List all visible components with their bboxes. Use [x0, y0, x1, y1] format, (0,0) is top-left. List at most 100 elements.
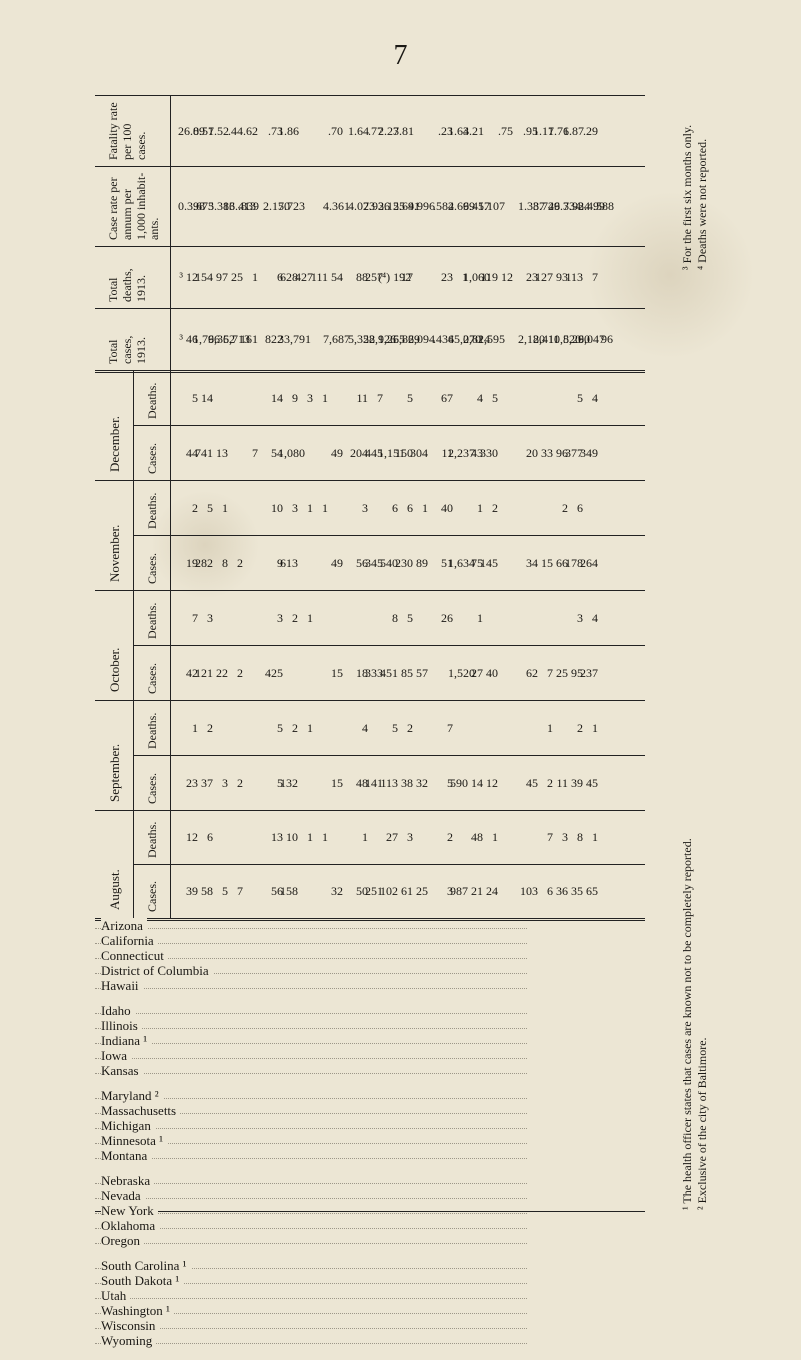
row-leaders	[95, 1158, 527, 1159]
state-label: Minnesota ¹	[101, 1133, 167, 1149]
data-cell: .29	[578, 124, 598, 139]
sub-header-deaths: Deaths.	[145, 493, 160, 529]
data-cell: 4	[578, 611, 598, 626]
sub-header-deaths: Deaths.	[145, 383, 160, 419]
state-label: Oregon	[101, 1233, 144, 1249]
state-label: Connecticut	[101, 948, 168, 964]
state-label: Iowa	[101, 1048, 131, 1064]
state-rows-area: ArizonaCaliforniaConnecticutDistrict of …	[95, 918, 645, 1211]
data-cell: 145	[478, 556, 498, 571]
row-leaders	[95, 1343, 527, 1344]
data-cell: 1	[308, 830, 328, 845]
data-cell: 25	[408, 884, 428, 899]
data-cell: 1	[208, 501, 228, 516]
data-cell: 1	[293, 721, 313, 736]
data-cell: 613	[278, 556, 298, 571]
band-september: September.Deaths.Cases.12521452712123373…	[95, 700, 645, 811]
band-december: December.Deaths.Cases.514149311175674554…	[95, 370, 645, 481]
band-header: Fatality rate per 100 cases.	[107, 100, 148, 160]
data-cell: 65	[578, 884, 598, 899]
state-label: Wyoming	[101, 1333, 156, 1349]
data-cell: 7	[223, 884, 243, 899]
row-leaders	[95, 943, 527, 944]
row-leaders	[95, 928, 527, 929]
state-label: Arizona	[101, 918, 147, 934]
footnote-1-2: ¹ The health officer states that cases a…	[680, 838, 709, 1210]
data-cell: 15	[323, 666, 343, 681]
footnote-left-pair: ¹ The health officer states that cases a…	[680, 838, 710, 1210]
sub-header-cases: Cases.	[145, 553, 160, 584]
data-cell: 5	[393, 391, 413, 406]
state-label: Idaho	[101, 1003, 135, 1019]
band-header: November.	[107, 525, 123, 582]
data-cell: 96	[593, 332, 613, 347]
state-label: California	[101, 933, 158, 949]
state-label: Wisconsin	[101, 1318, 159, 1334]
data-cell: 1	[293, 611, 313, 626]
data-cell: 330	[478, 446, 498, 461]
data-cell: 2	[223, 776, 243, 791]
state-label: New York	[101, 1203, 158, 1219]
row-leaders	[95, 1298, 527, 1299]
data-cell: 40	[478, 666, 498, 681]
data-cell: 45	[578, 776, 598, 791]
data-cell: .62	[238, 124, 258, 139]
sub-header-cases: Cases.	[145, 881, 160, 912]
row-leaders	[95, 1028, 527, 1029]
data-cell: 33,791	[278, 332, 298, 347]
state-label: Nevada	[101, 1188, 145, 1204]
row-leaders	[95, 1213, 527, 1214]
data-cell: 264	[578, 556, 598, 571]
data-cell: 1.107	[478, 199, 498, 214]
data-cell: 49	[323, 556, 343, 571]
data-cell: 237	[578, 666, 598, 681]
data-cell: 14	[193, 391, 213, 406]
data-cell: 2	[433, 830, 453, 845]
data-cell: 2	[223, 556, 243, 571]
band-fatality: Fatality rate per 100 cases.26.098.571.5…	[95, 96, 645, 167]
data-cell: 2,094	[408, 332, 428, 347]
row-leaders	[95, 1328, 527, 1329]
page: 7 Fatality rate per 100 cases.26.098.571…	[0, 0, 801, 1360]
data-cell: 32	[408, 776, 428, 791]
data-cell: 4.996	[408, 199, 428, 214]
data-cell: 3	[193, 611, 213, 626]
data-cell: 3	[393, 830, 413, 845]
data-cell: 1	[348, 830, 368, 845]
data-cell: 4.21	[463, 124, 483, 139]
row-leaders	[95, 1013, 527, 1014]
data-cell: 24	[478, 884, 498, 899]
band-header: Total cases, 1913.	[107, 312, 148, 364]
data-cell: 1	[578, 830, 598, 845]
row-leaders	[95, 1183, 527, 1184]
sub-header-deaths: Deaths.	[145, 822, 160, 858]
row-leaders	[95, 1228, 527, 1229]
statistics-table: Fatality rate per 100 cases.26.098.571.5…	[95, 95, 645, 1212]
band-header: Total deaths, 1913.	[107, 250, 148, 302]
row-leaders	[95, 1198, 527, 1199]
data-cell: 40	[433, 501, 453, 516]
sub-band-mid-rule	[133, 425, 645, 426]
data-cell: 15	[323, 776, 343, 791]
sub-band-mid-rule	[133, 864, 645, 865]
data-cell: 2	[393, 721, 413, 736]
state-label: District of Columbia	[101, 963, 213, 979]
data-cell: 2	[223, 666, 243, 681]
sub-band-mid-rule	[133, 755, 645, 756]
sub-header-cases: Cases.	[145, 773, 160, 804]
data-cell: 132	[278, 776, 298, 791]
data-cell: 1.86	[278, 124, 298, 139]
data-cell: 7	[238, 446, 258, 461]
data-cell: 2	[478, 501, 498, 516]
data-cell: 49	[323, 446, 343, 461]
data-cell: 425	[263, 666, 283, 681]
band-header: August.	[107, 869, 123, 910]
band-tot_cases: Total cases, 1913.³ 461,7966,3625,713161…	[95, 308, 645, 373]
state-label: Maryland ²	[101, 1088, 163, 1104]
data-cell: 1	[533, 721, 553, 736]
data-cell: 158	[278, 884, 298, 899]
data-cell: 12	[493, 270, 513, 285]
data-cell: 13	[208, 446, 228, 461]
data-cell: 89	[408, 556, 428, 571]
data-cell: 5	[393, 611, 413, 626]
